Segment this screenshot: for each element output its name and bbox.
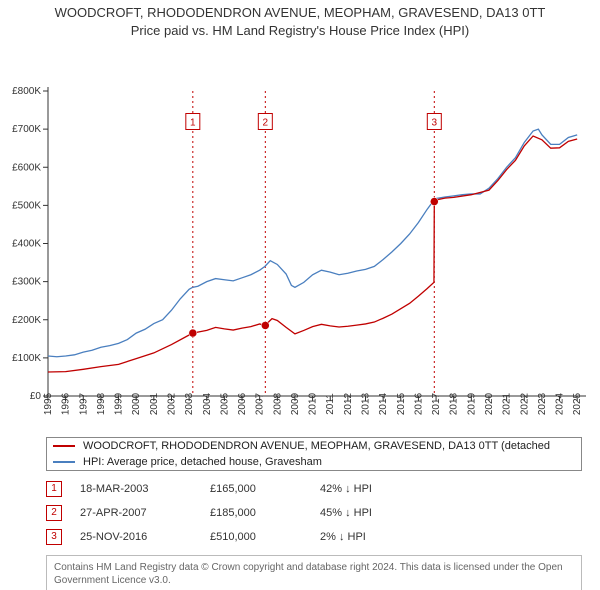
legend-swatch: [53, 445, 75, 447]
svg-text:2004: 2004: [202, 393, 213, 416]
svg-text:2013: 2013: [361, 393, 372, 416]
svg-text:2008: 2008: [272, 393, 283, 416]
svg-text:1995: 1995: [43, 393, 54, 416]
event-diff: 45% ↓ HPI: [320, 507, 440, 519]
svg-text:2010: 2010: [308, 393, 319, 416]
svg-text:2006: 2006: [237, 393, 248, 416]
svg-text:2015: 2015: [396, 393, 407, 416]
svg-text:£600K: £600K: [12, 162, 41, 173]
chart-title-1: WOODCROFT, RHODODENDRON AVENUE, MEOPHAM,…: [0, 4, 600, 22]
svg-text:2017: 2017: [431, 393, 442, 416]
svg-text:2011: 2011: [325, 393, 336, 415]
chart-title-2: Price paid vs. HM Land Registry's House …: [0, 22, 600, 40]
svg-text:£100K: £100K: [12, 353, 41, 364]
event-row: 1 18-MAR-2003£165,00042% ↓ HPI: [46, 477, 582, 501]
attribution: Contains HM Land Registry data © Crown c…: [46, 555, 582, 590]
svg-text:£200K: £200K: [12, 315, 41, 326]
svg-text:2005: 2005: [219, 393, 230, 416]
svg-text:2018: 2018: [449, 393, 460, 416]
legend: WOODCROFT, RHODODENDRON AVENUE, MEOPHAM,…: [46, 437, 582, 471]
svg-text:2023: 2023: [537, 393, 548, 416]
svg-text:2000: 2000: [131, 393, 142, 416]
legend-label: WOODCROFT, RHODODENDRON AVENUE, MEOPHAM,…: [83, 440, 550, 452]
svg-text:2012: 2012: [343, 393, 354, 416]
svg-text:£500K: £500K: [12, 200, 41, 211]
event-diff: 42% ↓ HPI: [320, 483, 440, 495]
event-row: 2 27-APR-2007£185,00045% ↓ HPI: [46, 501, 582, 525]
svg-text:£400K: £400K: [12, 239, 41, 250]
svg-text:2019: 2019: [466, 393, 477, 416]
events-table: 1 18-MAR-2003£165,00042% ↓ HPI 2 27-APR-200…: [46, 477, 582, 549]
svg-text:2020: 2020: [484, 393, 495, 416]
chart-area: £0 £100K £200K £300K £400K £500K £600K £700K £80…: [0, 39, 600, 429]
svg-text:2: 2: [263, 118, 269, 129]
svg-text:2002: 2002: [166, 393, 177, 416]
svg-text:1996: 1996: [61, 393, 72, 416]
legend-item: HPI: Average price, detached house, Grav…: [47, 454, 581, 470]
svg-text:2022: 2022: [519, 393, 530, 416]
svg-text:1998: 1998: [96, 393, 107, 416]
event-price: £165,000: [210, 483, 320, 495]
svg-text:2007: 2007: [255, 393, 266, 416]
event-row: 3 25-NOV-2016£510,0002% ↓ HPI: [46, 525, 582, 549]
svg-text:2021: 2021: [502, 393, 513, 416]
svg-text:2016: 2016: [413, 393, 424, 416]
legend-label: HPI: Average price, detached house, Grav…: [83, 456, 322, 468]
svg-text:2025: 2025: [572, 393, 583, 416]
event-number: 3: [46, 529, 62, 545]
svg-text:1999: 1999: [114, 393, 125, 416]
svg-text:2001: 2001: [149, 393, 160, 416]
svg-text:£700K: £700K: [12, 124, 41, 135]
svg-text:£800K: £800K: [12, 86, 41, 97]
svg-text:3: 3: [432, 118, 438, 129]
event-number: 2: [46, 505, 62, 521]
event-diff: 2% ↓ HPI: [320, 531, 440, 543]
svg-text:2014: 2014: [378, 393, 389, 416]
svg-text:£0: £0: [30, 391, 42, 402]
legend-item: WOODCROFT, RHODODENDRON AVENUE, MEOPHAM,…: [47, 438, 581, 454]
event-number: 1: [46, 481, 62, 497]
event-date: 27-APR-2007: [80, 507, 210, 519]
svg-text:2009: 2009: [290, 393, 301, 416]
svg-text:2003: 2003: [184, 393, 195, 416]
event-date: 18-MAR-2003: [80, 483, 210, 495]
svg-text:1997: 1997: [78, 393, 89, 416]
svg-text:1: 1: [190, 118, 196, 129]
chart-svg: £0 £100K £200K £300K £400K £500K £600K £700K £80…: [0, 39, 600, 429]
svg-text:2024: 2024: [555, 393, 566, 416]
event-date: 25-NOV-2016: [80, 531, 210, 543]
legend-swatch: [53, 461, 75, 463]
event-price: £510,000: [210, 531, 320, 543]
svg-text:£300K: £300K: [12, 277, 41, 288]
event-price: £185,000: [210, 507, 320, 519]
